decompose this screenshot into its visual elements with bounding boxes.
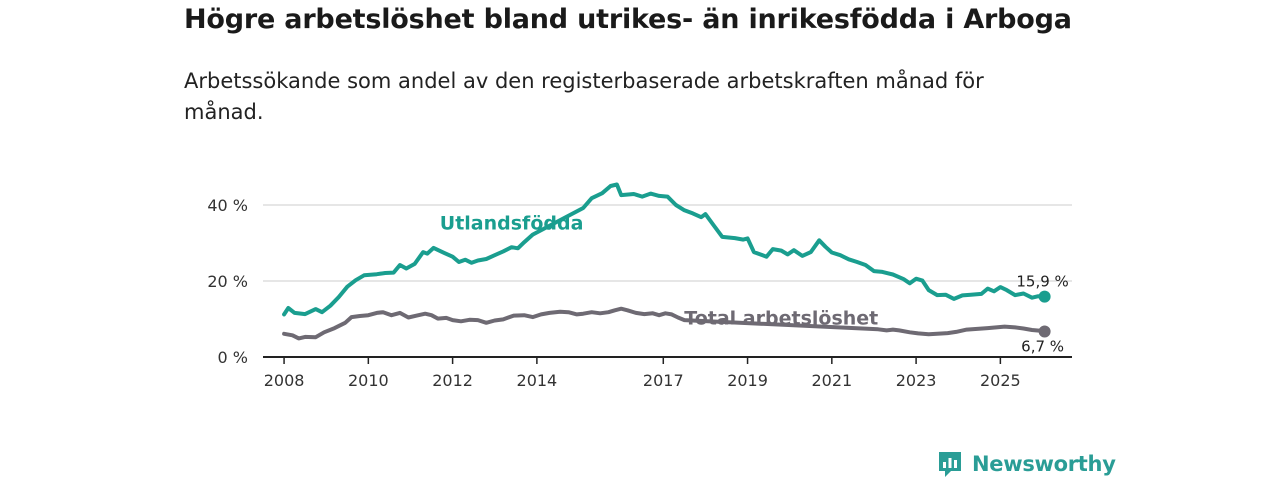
series-labels: 15,9 % 6,7 % Utlandsfödda Total arbetslöshe… [440, 212, 1069, 355]
series-end-point [1038, 325, 1051, 338]
series-lines [282, 182, 1051, 341]
x-tick-label: 2014 [517, 371, 558, 390]
y-tick-label: 40 % [207, 196, 248, 215]
series-end-label: 15,9 % [1016, 273, 1068, 291]
line-chart: 0 % 20 % 40 % 2008 2010 2012 2014 2017 2019 2021… [207, 182, 1072, 390]
x-tick-label: 2010 [348, 371, 389, 390]
series-end-point [1038, 290, 1051, 303]
chart-title: Högre arbetslöshet bland utrikes- än inr… [184, 4, 1072, 35]
grid-lines [263, 204, 1072, 282]
series-line-total [282, 306, 1047, 341]
chart-subtitle: Arbetssökande som andel av den registerb… [184, 69, 984, 124]
series-end-label: 6,7 % [1021, 338, 1064, 356]
brand-logo: Newsworthy [936, 448, 1116, 480]
x-tick-label: 2021 [811, 371, 852, 390]
x-tick-label: 2017 [643, 371, 684, 390]
y-tick-label: 0 % [218, 348, 248, 367]
x-tick-label: 2023 [896, 371, 937, 390]
x-axis-ticks: 2008 2010 2012 2014 2017 2019 2021 2023 2025 [264, 357, 1021, 390]
y-axis-ticks: 0 % 20 % 40 % [207, 196, 248, 367]
brand-name: Newsworthy [972, 452, 1116, 476]
series-label-utlandsfodda: Utlandsfödda [440, 212, 584, 234]
series-label-total: Total arbetslöshet [684, 308, 878, 330]
newsworthy-logo-icon [939, 452, 961, 477]
x-tick-label: 2025 [980, 371, 1021, 390]
x-tick-label: 2012 [432, 371, 473, 390]
series-line-utlandsfodda [282, 182, 1047, 317]
x-tick-label: 2019 [727, 371, 768, 390]
y-tick-label: 20 % [207, 272, 248, 291]
x-tick-label: 2008 [264, 371, 305, 390]
